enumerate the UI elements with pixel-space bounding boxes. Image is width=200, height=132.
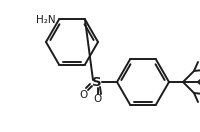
Text: S: S (92, 76, 101, 88)
Text: H₂N: H₂N (36, 15, 56, 25)
Text: O: O (93, 94, 102, 104)
Text: O: O (79, 90, 88, 100)
